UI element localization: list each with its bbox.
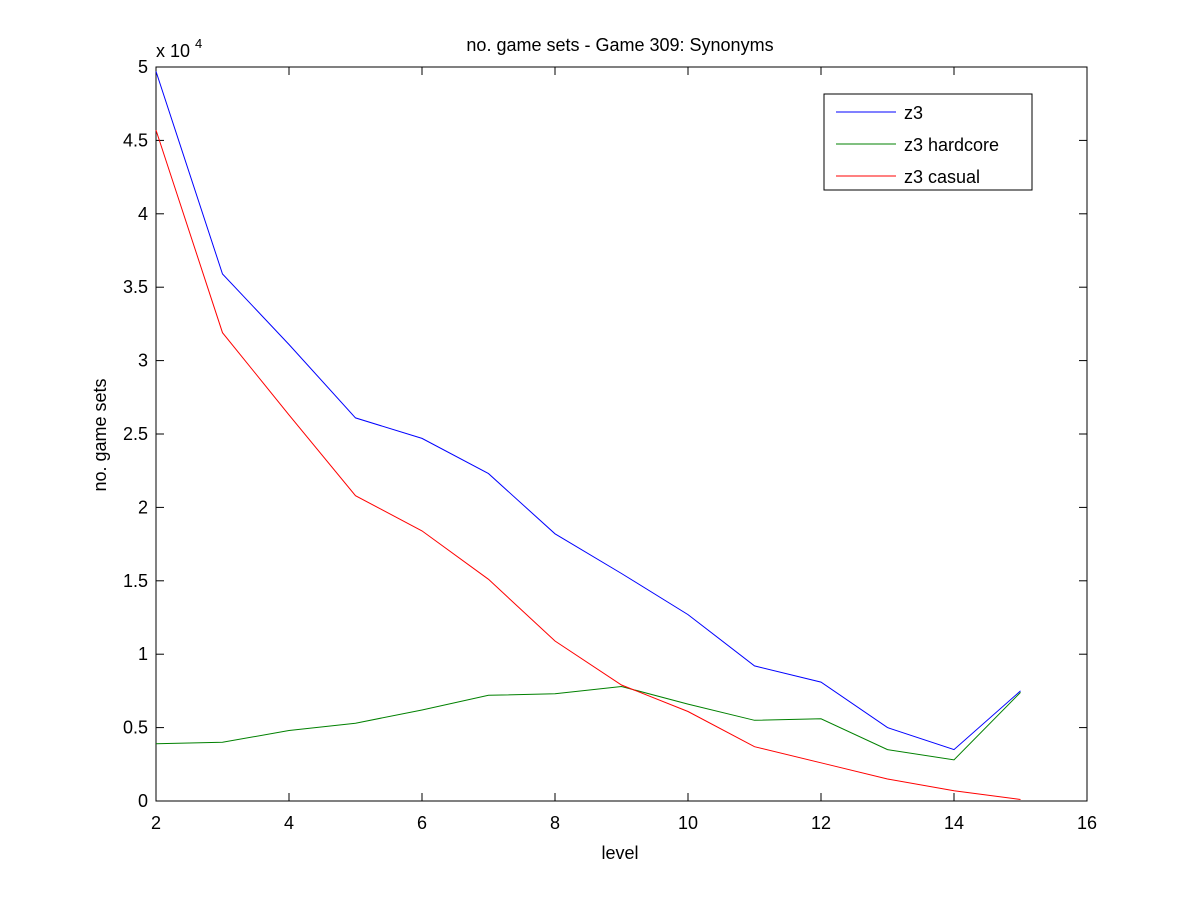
legend: z3 z3 hardcore z3 casual [823, 93, 1033, 191]
y-axis-ticks: 0 0.5 1 1.5 2 2.5 3 3.5 4 4.5 5 [123, 57, 1087, 811]
y-axis-multiplier-base: x 10 [156, 41, 190, 61]
x-tick-label: 8 [550, 813, 560, 833]
x-tick-label: 6 [417, 813, 427, 833]
y-tick-label: 4 [138, 204, 148, 224]
series-line-z3-casual [155, 129, 1021, 800]
legend-label: z3 [904, 103, 923, 123]
y-tick-label: 3 [138, 351, 148, 371]
y-tick-label: 5 [138, 57, 148, 77]
y-tick-label: 0 [138, 791, 148, 811]
x-tick-label: 4 [284, 813, 294, 833]
x-tick-label: 14 [944, 813, 964, 833]
y-tick-label: 1.5 [123, 571, 148, 591]
x-axis-ticks: 2 4 6 8 10 12 14 16 [151, 67, 1097, 833]
legend-label: z3 hardcore [904, 135, 999, 155]
y-axis-multiplier-exponent: 4 [195, 36, 202, 51]
y-tick-label: 1 [138, 644, 148, 664]
x-tick-label: 10 [678, 813, 698, 833]
y-tick-label: 4.5 [123, 130, 148, 150]
x-tick-label: 12 [811, 813, 831, 833]
series-line-z3-hardcore [155, 685, 1021, 761]
series-line-z3 [155, 71, 1021, 751]
y-axis-title: no. game sets [90, 378, 110, 491]
x-tick-label: 2 [151, 813, 161, 833]
legend-box [823, 93, 1033, 191]
y-axis-multiplier: x 10 4 [156, 36, 202, 61]
legend-label: z3 casual [904, 167, 980, 187]
x-axis-title: level [601, 843, 638, 863]
chart-title: no. game sets - Game 309: Synonyms [466, 35, 773, 55]
y-tick-label: 0.5 [123, 718, 148, 738]
y-tick-label: 3.5 [123, 277, 148, 297]
y-tick-label: 2 [138, 497, 148, 517]
series-lines [155, 71, 1021, 800]
y-tick-label: 2.5 [123, 424, 148, 444]
x-tick-label: 16 [1077, 813, 1097, 833]
